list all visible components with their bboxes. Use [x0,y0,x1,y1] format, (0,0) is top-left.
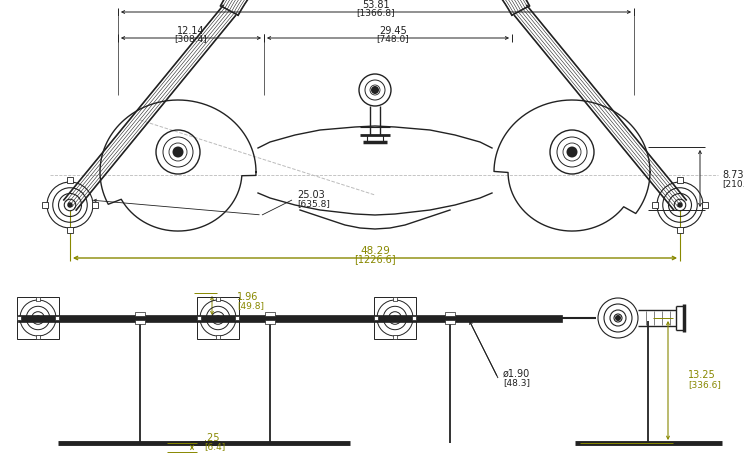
Circle shape [35,315,41,321]
Text: 1.96: 1.96 [237,292,258,302]
Text: [308.4]: [308.4] [175,35,208,44]
Text: 29.45: 29.45 [379,26,407,36]
Bar [92,202,98,208]
Bar [265,320,275,324]
Text: ø1.90: ø1.90 [503,369,530,379]
Circle shape [173,146,184,157]
Text: [635.8]: [635.8] [297,200,330,208]
Text: 12.14: 12.14 [177,26,205,36]
Bar [135,312,145,316]
Bar [235,316,239,320]
Text: 48.29: 48.29 [360,246,390,256]
Text: 25.03: 25.03 [297,190,324,200]
Circle shape [677,202,683,208]
Text: 8.73: 8.73 [722,169,743,180]
Bar [677,227,683,233]
Bar [67,177,73,183]
Bar [18,315,562,322]
Bar [445,320,455,324]
Bar [374,316,378,320]
Bar [36,335,40,339]
Text: .25: .25 [204,433,219,443]
Text: 53.81: 53.81 [362,0,390,10]
Text: [336.6]: [336.6] [688,380,721,389]
Bar [17,297,59,339]
Text: [48.3]: [48.3] [503,378,530,388]
Bar [652,202,658,208]
Bar [36,297,40,301]
Bar [42,202,48,208]
Bar [393,335,397,339]
Circle shape [371,86,379,94]
Circle shape [215,315,221,321]
Circle shape [615,315,621,321]
Bar [265,312,275,316]
Bar [17,316,21,320]
Bar [216,297,220,301]
Circle shape [566,146,577,157]
Text: [49.8]: [49.8] [237,301,264,311]
Text: [6.4]: [6.4] [204,443,225,451]
Bar [445,312,455,316]
Bar [216,335,220,339]
Bar [135,320,145,324]
Bar [197,297,239,339]
Text: [748.0]: [748.0] [376,35,409,44]
Text: [1366.8]: [1366.8] [356,8,395,18]
Circle shape [67,202,73,208]
Circle shape [392,315,398,321]
Bar [393,297,397,301]
Text: [1226.6]: [1226.6] [354,254,396,264]
Text: 13.25: 13.25 [688,369,716,380]
Text: [210.83]: [210.83] [722,179,744,188]
Bar [677,177,683,183]
Bar [412,316,416,320]
Bar [67,227,73,233]
Bar [197,316,201,320]
Bar [55,316,59,320]
Bar [702,202,708,208]
Bar [374,297,416,339]
